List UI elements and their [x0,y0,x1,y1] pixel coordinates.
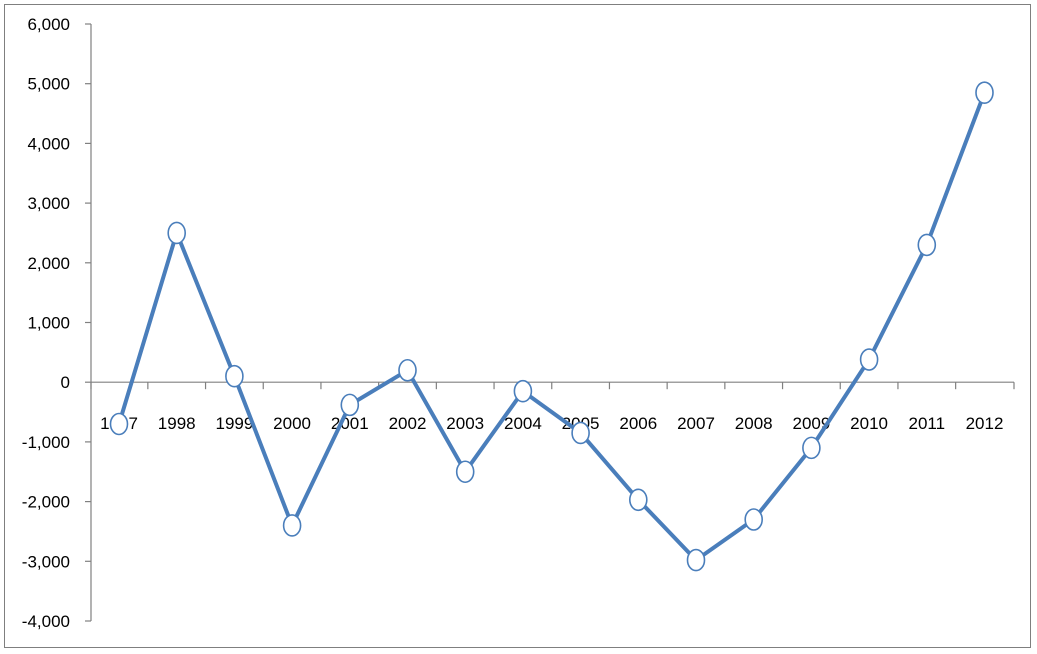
y-tick-label: 5,000 [27,75,70,94]
x-tick-label: 2012 [966,414,1004,433]
data-point [167,221,186,245]
data-point [571,421,590,445]
y-tick-label: -2,000 [22,493,70,512]
x-tick-label: 2009 [792,414,830,433]
x-tick-label: 2010 [850,414,888,433]
x-tick-label: 2000 [273,414,311,433]
x-tick-label: 2002 [389,414,427,433]
data-point [455,460,475,484]
x-tick-label: 2006 [619,414,657,433]
x-tick-label: 2003 [446,414,484,433]
y-tick-label: 6,000 [27,15,70,34]
y-tick-label: 0 [61,373,70,392]
y-tick-label: -4,000 [22,612,70,631]
data-point [802,436,821,460]
data-point [340,393,360,417]
data-point [398,358,417,382]
x-tick-label: 1999 [215,414,253,433]
series-line [117,90,987,563]
y-tick-label: -1,000 [22,433,70,452]
data-point [513,379,533,403]
x-tick-label: 2007 [677,414,715,433]
x-tick-label: 2008 [735,414,773,433]
y-tick-label: 3,000 [27,194,70,213]
data-point [225,364,244,388]
x-tick-label: 1998 [158,414,196,433]
y-tick-label: 2,000 [27,254,70,273]
data-point [917,233,937,257]
data-point [628,488,648,512]
data-point [109,412,129,436]
data-point [744,508,764,531]
data-point [686,548,706,572]
data-point [859,348,879,371]
y-tick-label: -3,000 [22,552,70,571]
x-axis: 1997199819992000200120022003200420052006… [90,381,1015,433]
data-point [282,514,302,537]
x-tick-label: 2011 [909,414,946,433]
x-tick-label: 2004 [504,414,542,433]
y-tick-label: 1,000 [27,314,70,333]
chart-frame [4,4,1031,648]
data-point [975,81,994,104]
y-axis: -4,000 -3,000 -2,000 -1,000 0 1,000 2,000 3,000… [22,15,92,631]
y-tick-label: 4,000 [27,134,70,153]
series-group [109,81,994,572]
